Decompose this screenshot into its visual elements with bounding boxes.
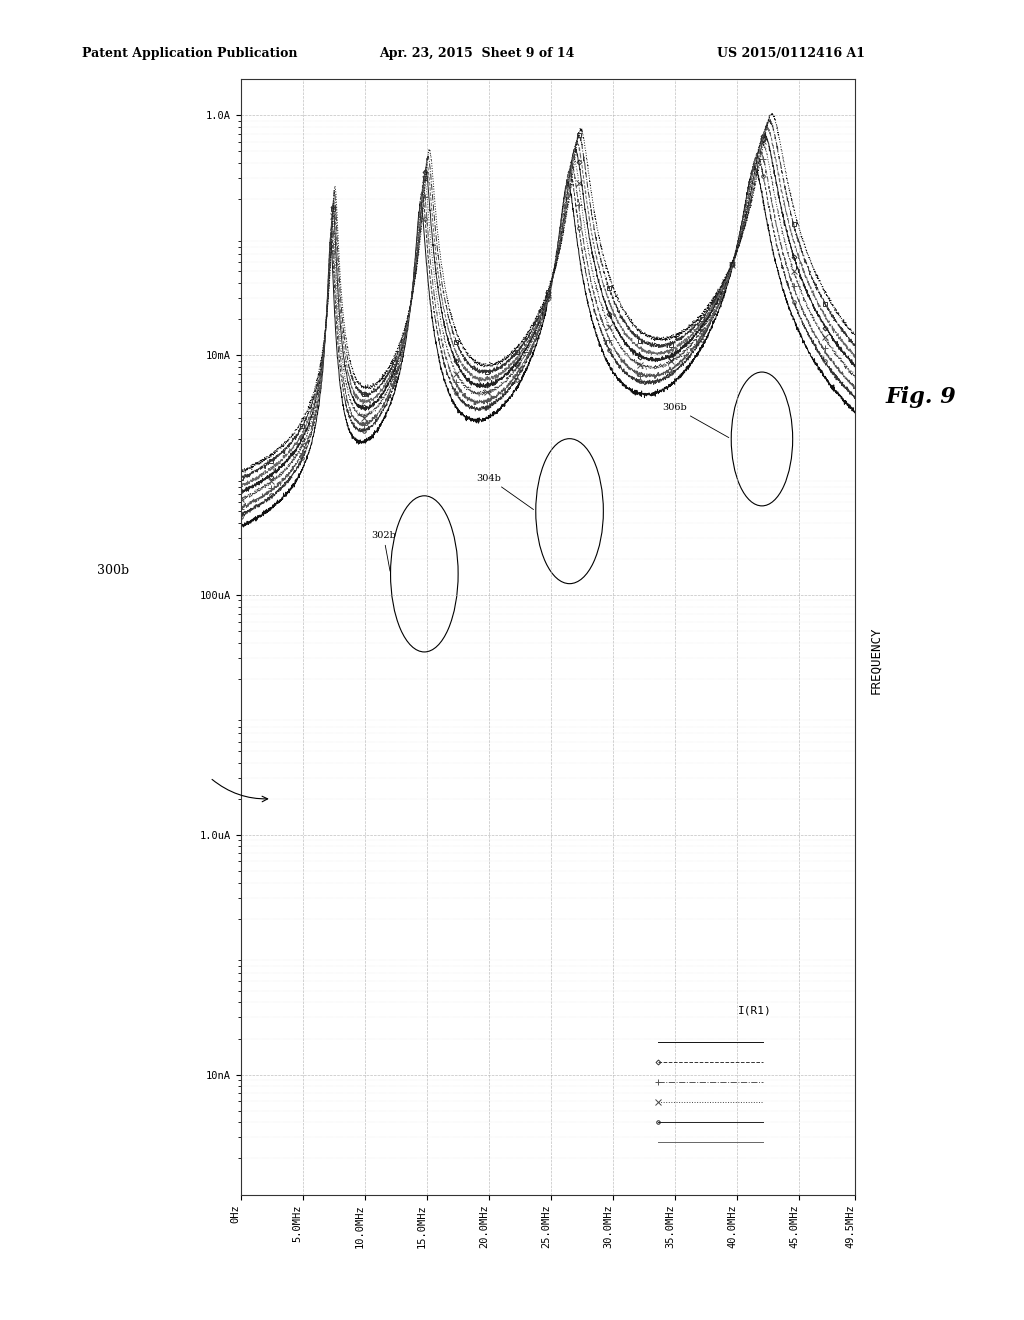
Text: 306b: 306b (663, 403, 729, 438)
Text: Apr. 23, 2015  Sheet 9 of 14: Apr. 23, 2015 Sheet 9 of 14 (379, 46, 574, 59)
Text: 302b: 302b (371, 531, 396, 572)
Text: 300b: 300b (97, 564, 129, 577)
Text: Fig. 9: Fig. 9 (886, 385, 956, 408)
Text: Patent Application Publication: Patent Application Publication (82, 46, 297, 59)
Text: US 2015/0112416 A1: US 2015/0112416 A1 (717, 46, 865, 59)
Text: FREQUENCY: FREQUENCY (869, 626, 882, 694)
Text: 304b: 304b (476, 474, 534, 510)
Text: I(R1): I(R1) (738, 1006, 772, 1015)
